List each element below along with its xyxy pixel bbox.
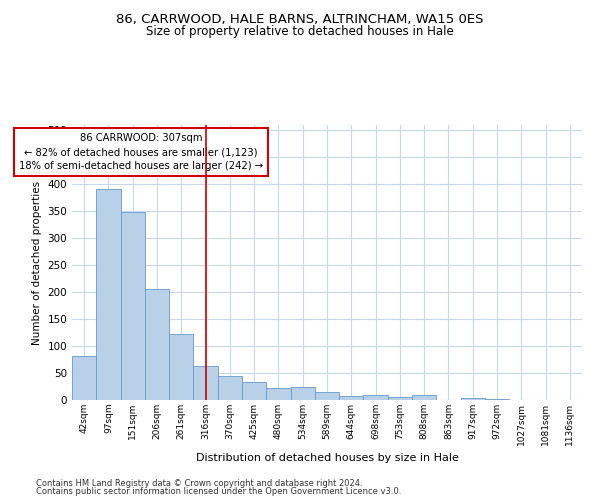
Bar <box>145 290 169 400</box>
Bar <box>412 394 436 400</box>
Bar <box>266 388 290 400</box>
Bar <box>193 366 218 400</box>
Bar <box>218 376 242 400</box>
Bar <box>364 395 388 400</box>
Bar <box>315 392 339 400</box>
Text: 86, CARRWOOD, HALE BARNS, ALTRINCHAM, WA15 0ES: 86, CARRWOOD, HALE BARNS, ALTRINCHAM, WA… <box>116 12 484 26</box>
Text: Contains HM Land Registry data © Crown copyright and database right 2024.: Contains HM Land Registry data © Crown c… <box>36 478 362 488</box>
Bar <box>339 396 364 400</box>
X-axis label: Distribution of detached houses by size in Hale: Distribution of detached houses by size … <box>196 453 458 463</box>
Text: Size of property relative to detached houses in Hale: Size of property relative to detached ho… <box>146 25 454 38</box>
Bar <box>121 212 145 400</box>
Text: Contains public sector information licensed under the Open Government Licence v3: Contains public sector information licen… <box>36 487 401 496</box>
Bar <box>72 356 96 400</box>
Bar <box>461 398 485 400</box>
Text: 86 CARRWOOD: 307sqm
← 82% of detached houses are smaller (1,123)
18% of semi-det: 86 CARRWOOD: 307sqm ← 82% of detached ho… <box>19 133 263 171</box>
Bar <box>169 334 193 400</box>
Bar <box>96 188 121 400</box>
Bar <box>290 386 315 400</box>
Bar <box>242 382 266 400</box>
Y-axis label: Number of detached properties: Number of detached properties <box>32 180 42 344</box>
Bar <box>388 397 412 400</box>
